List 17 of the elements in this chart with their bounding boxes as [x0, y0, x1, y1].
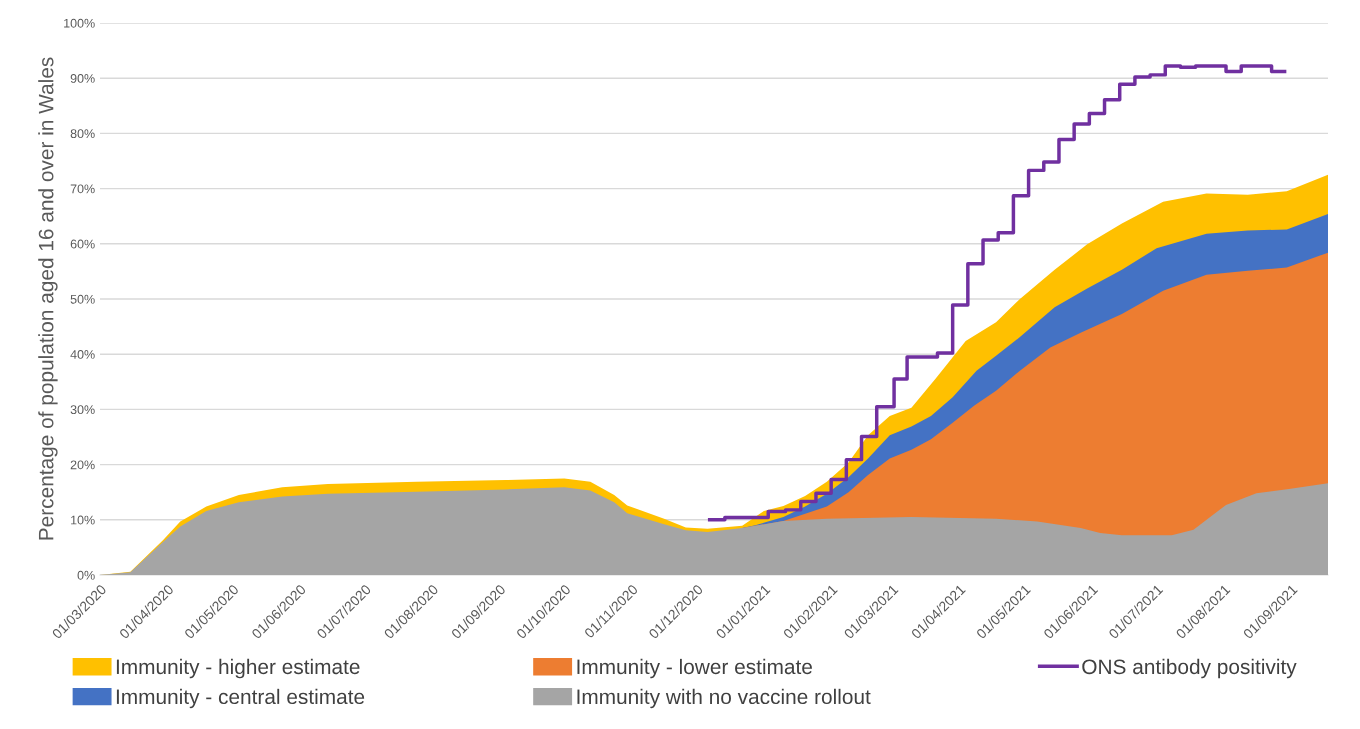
y-tick-label: 80% — [70, 129, 95, 139]
y-tick-label: 100% — [64, 18, 95, 28]
y-tick-label: 60% — [70, 239, 95, 249]
y-tick-label: 40% — [70, 350, 95, 359]
y-tick-label: 50% — [70, 294, 95, 304]
y-tick-label: 70% — [70, 184, 95, 194]
legend-label: Immunity - higher estimate — [116, 658, 360, 679]
y-tick-label: 10% — [71, 515, 95, 525]
y-axis-title: Percentage of population aged 16 and over in Wales — [38, 57, 58, 540]
y-tick-label: 20% — [70, 460, 95, 470]
legend-label: Immunity with no vaccine rollout — [577, 688, 871, 709]
legend-label: Immunity - central estimate — [116, 688, 365, 709]
y-tick-label: 90% — [70, 74, 95, 83]
legend-label: Immunity - lower estimate — [577, 658, 812, 679]
legend-label: ONS antibody positivity — [1082, 658, 1297, 679]
y-tick-label: 0% — [77, 570, 95, 580]
y-tick-label: 30% — [70, 405, 95, 415]
